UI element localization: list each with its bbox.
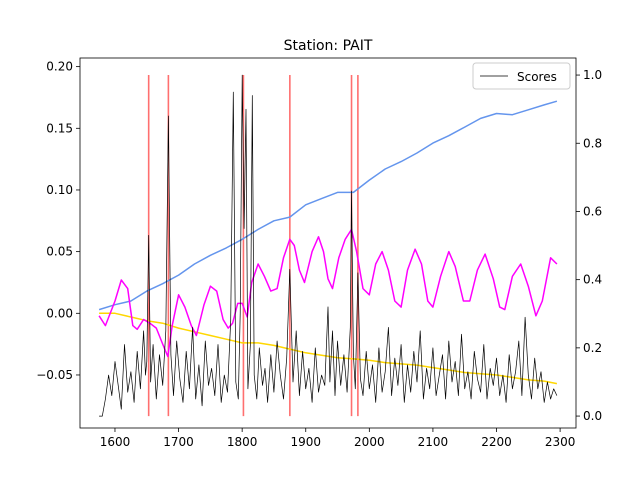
y-left-tick-label-0.15: 0.15 bbox=[46, 121, 73, 135]
legend-label-scores: Scores bbox=[517, 70, 557, 84]
chart-title: Station: PAIT bbox=[284, 38, 373, 54]
x-tick-label-1800: 1800 bbox=[227, 435, 258, 449]
x-tick-label-1900: 1900 bbox=[290, 435, 321, 449]
y-left-tick-label-0.2: 0.20 bbox=[46, 60, 73, 74]
x-tick-label-2300: 2300 bbox=[545, 435, 576, 449]
x-axis: 1600 1700 1800 1900 2000 2100 2200 2300 bbox=[100, 428, 576, 449]
series-line-2 bbox=[98, 228, 558, 358]
y-right-tick-label-0: 0.0 bbox=[583, 409, 602, 423]
legend-box bbox=[472, 62, 571, 90]
y-axis-left: −0.05 0.00 0.05 0.10 0.15 0.20 bbox=[36, 60, 80, 382]
y-left-tick-label--0.05: −0.05 bbox=[36, 368, 73, 382]
y-left-tick-label-0.1: 0.10 bbox=[46, 183, 73, 197]
series-lines bbox=[98, 74, 558, 417]
x-tick-label-2100: 2100 bbox=[418, 435, 449, 449]
x-tick-label-2200: 2200 bbox=[481, 435, 512, 449]
y-right-tick-label-1: 1.0 bbox=[583, 68, 602, 82]
y-left-tick-label-0.05: 0.05 bbox=[46, 245, 73, 259]
x-tick-label-2000: 2000 bbox=[354, 435, 385, 449]
plot-frame bbox=[79, 57, 577, 429]
series-line-0 bbox=[98, 100, 558, 311]
x-tick-label-1700: 1700 bbox=[163, 435, 194, 449]
series-line-3 bbox=[99, 74, 558, 417]
y-right-tick-label-0.4: 0.4 bbox=[583, 273, 602, 287]
legend: Scores bbox=[472, 62, 571, 90]
x-tick-label-1600: 1600 bbox=[100, 435, 131, 449]
y-axis-right: 0.0 0.2 0.4 0.6 0.8 1.0 bbox=[576, 68, 602, 423]
y-left-tick-label-0: 0.00 bbox=[46, 306, 73, 320]
y-right-tick-label-0.6: 0.6 bbox=[583, 204, 602, 218]
y-right-tick-label-0.8: 0.8 bbox=[583, 136, 602, 150]
y-right-tick-label-0.2: 0.2 bbox=[583, 341, 602, 355]
